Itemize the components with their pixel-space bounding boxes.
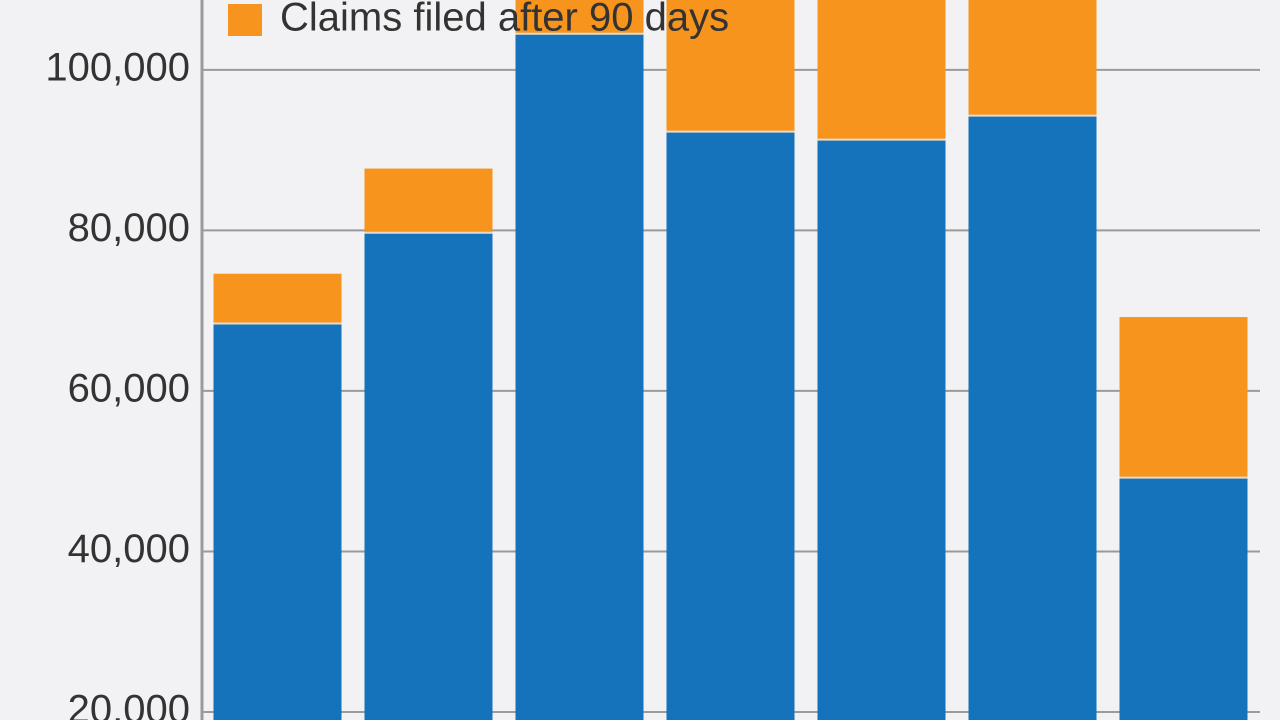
bar-segment	[666, 131, 795, 720]
bar-segment	[1119, 477, 1248, 720]
bar-segment	[1119, 317, 1248, 478]
bar-segment	[968, 0, 1097, 116]
legend-swatch	[228, 4, 262, 36]
y-tick-label: 80,000	[68, 206, 190, 250]
bar-segment	[968, 115, 1097, 720]
y-tick-label: 20,000	[68, 688, 190, 720]
y-tick-label: 100,000	[45, 45, 190, 89]
bar-segment	[364, 232, 493, 720]
bar-segment	[213, 323, 342, 720]
bar-segment	[515, 0, 644, 34]
bar-segment	[666, 0, 795, 132]
y-tick-label: 40,000	[68, 527, 190, 571]
legend-label: Claims filed after 90 days	[280, 0, 729, 40]
bar-segment	[817, 139, 946, 720]
y-tick-label: 60,000	[68, 366, 190, 410]
bar-segment	[364, 168, 493, 233]
bar-segment	[817, 0, 946, 140]
bar-segment	[515, 33, 644, 720]
bar-segment	[213, 273, 342, 324]
